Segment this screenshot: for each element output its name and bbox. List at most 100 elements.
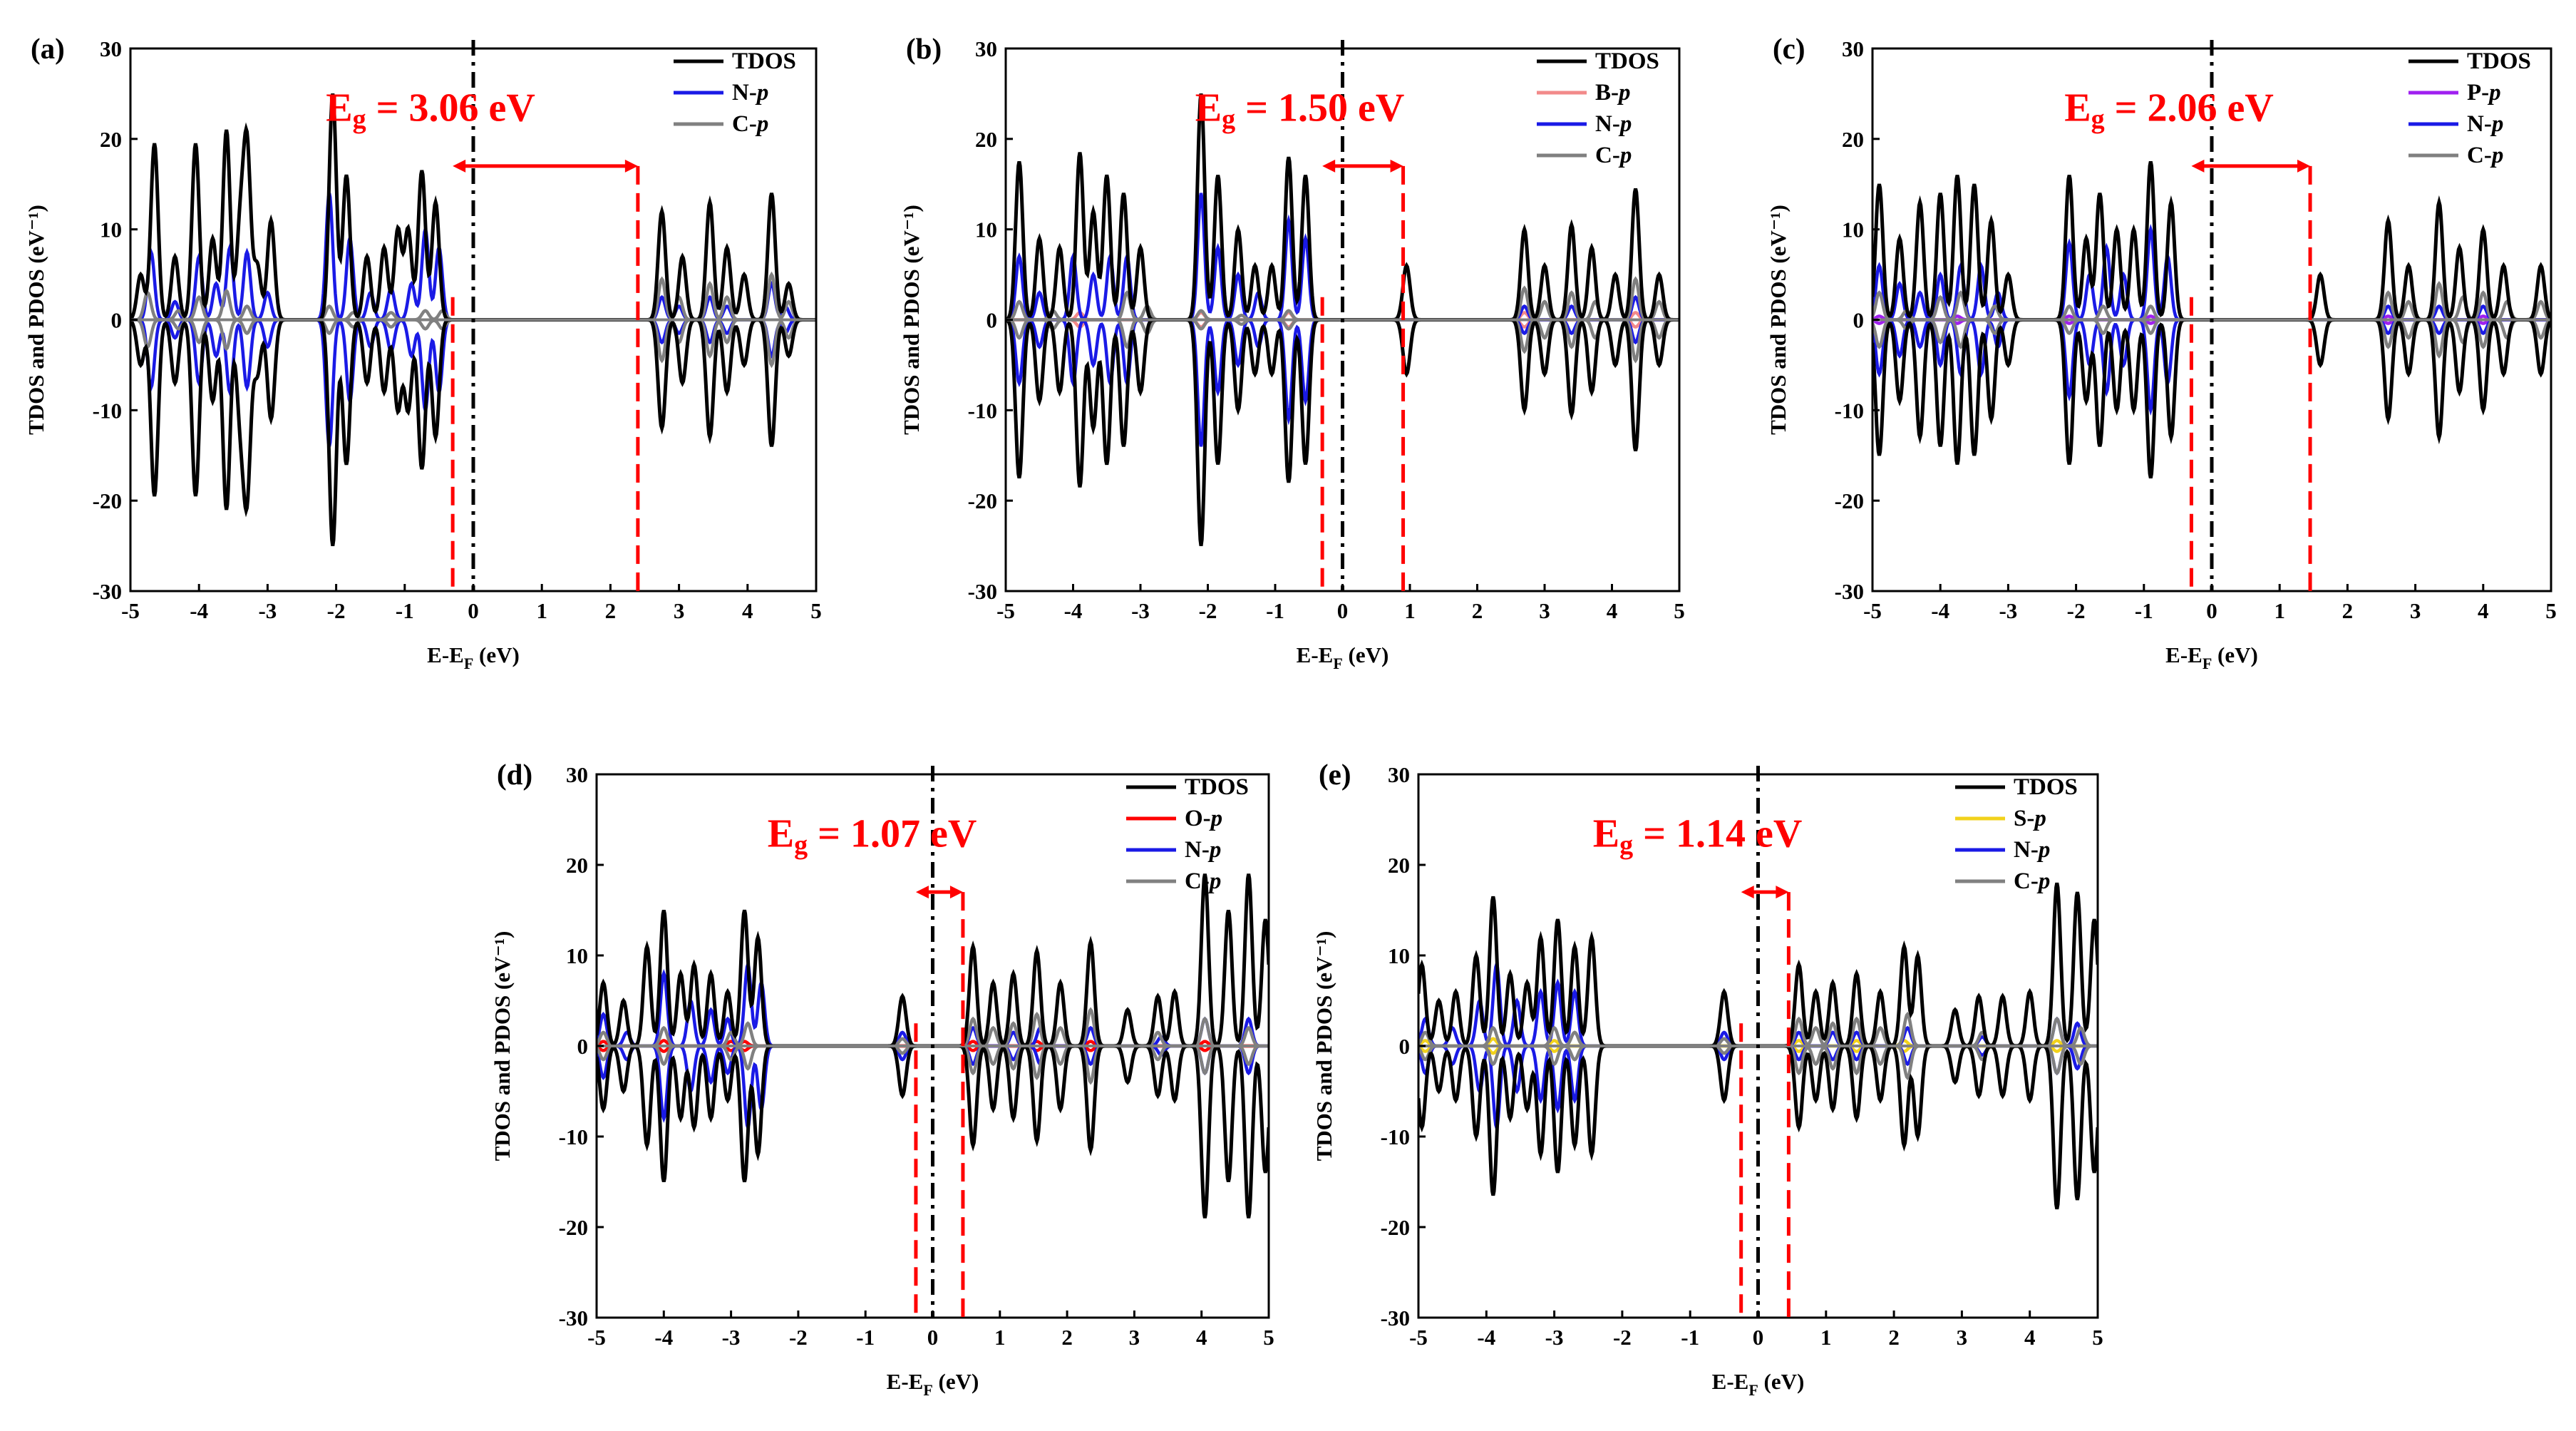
gap-arrow-head-right xyxy=(1776,886,1789,899)
x-tick-label: 3 xyxy=(2410,598,2421,623)
x-tick-label: 2 xyxy=(1472,598,1483,623)
x-tick-label: -1 xyxy=(2135,598,2153,623)
y-tick-label: -20 xyxy=(1381,1215,1410,1240)
legend-label-C-p: C-p xyxy=(1185,868,1221,894)
legend-label-TDOS: TDOS xyxy=(1185,774,1249,800)
y-tick-label: -30 xyxy=(1381,1306,1410,1330)
x-tick-label: -3 xyxy=(722,1325,741,1350)
y-tick-label: 30 xyxy=(100,36,122,61)
y-axis-title: TDOS and PDOS (eV⁻¹) xyxy=(899,205,924,435)
x-tick-label: -1 xyxy=(1266,598,1284,623)
y-tick-label: -20 xyxy=(1835,488,1864,513)
x-tick-label: 3 xyxy=(1957,1325,1968,1350)
band-gap-label: Eg = 2.06 eV xyxy=(2064,86,2274,134)
x-tick-label: -2 xyxy=(1199,598,1217,623)
y-tick-label: -30 xyxy=(1835,579,1864,604)
y-tick-label: -20 xyxy=(968,488,997,513)
legend-label-C-p: C-p xyxy=(2014,868,2050,894)
y-axis-title: TDOS and PDOS (eV⁻¹) xyxy=(24,205,48,435)
x-tick-label: 3 xyxy=(1539,598,1550,623)
x-tick-label: 0 xyxy=(1337,598,1349,623)
y-tick-label: 10 xyxy=(566,943,588,968)
y-tick-label: -20 xyxy=(93,488,122,513)
x-tick-label: 5 xyxy=(2092,1325,2103,1350)
gap-arrow-head-left xyxy=(1741,886,1754,899)
x-axis-title: E-EF (eV) xyxy=(2165,642,2258,672)
band-gap-label: Eg = 3.06 eV xyxy=(326,86,535,134)
x-axis-title: E-EF (eV) xyxy=(1712,1369,1805,1399)
x-tick-label: -2 xyxy=(2067,598,2086,623)
x-tick-label: 4 xyxy=(742,598,753,623)
legend-label-N-p: N-p xyxy=(1185,837,1221,863)
y-tick-label: 20 xyxy=(1388,853,1410,878)
legend-label-O-p: O-p xyxy=(1185,806,1222,831)
gap-arrow-head-left xyxy=(453,159,466,173)
panel-label: (a) xyxy=(31,32,65,65)
x-tick-label: 2 xyxy=(2342,598,2354,623)
band-gap-label: Eg = 1.14 eV xyxy=(1593,812,1803,861)
x-tick-label: 1 xyxy=(2274,598,2285,623)
x-axis-title: E-EF (eV) xyxy=(887,1369,979,1399)
y-tick-label: 30 xyxy=(1388,762,1410,787)
y-axis-title: TDOS and PDOS (eV⁻¹) xyxy=(1766,205,1791,435)
x-tick-label: 4 xyxy=(1607,598,1618,623)
legend-label-TDOS: TDOS xyxy=(2014,774,2078,800)
gap-arrow-head-left xyxy=(2191,159,2205,173)
x-tick-label: 2 xyxy=(1888,1325,1900,1350)
legend-label-TDOS: TDOS xyxy=(2467,48,2531,74)
x-tick-label: 5 xyxy=(1674,598,1685,623)
panel-label: (e) xyxy=(1319,758,1351,791)
y-tick-label: 30 xyxy=(1842,36,1864,61)
x-tick-label: -3 xyxy=(258,598,277,623)
x-tick-label: 1 xyxy=(1820,1325,1832,1350)
x-tick-label: 2 xyxy=(1061,1325,1073,1350)
legend-label-C-p: C-p xyxy=(2467,143,2503,168)
legend-label-P-p: P-p xyxy=(2467,80,2501,106)
gap-arrow-head-left xyxy=(1322,159,1336,173)
x-tick-label: -1 xyxy=(396,598,414,623)
x-axis-title: E-EF (eV) xyxy=(427,642,520,672)
x-tick-label: 4 xyxy=(2024,1325,2036,1350)
x-tick-label: -4 xyxy=(654,1325,673,1350)
x-tick-label: -5 xyxy=(996,598,1015,623)
x-tick-label: 4 xyxy=(2478,598,2489,623)
x-tick-label: 5 xyxy=(2545,598,2557,623)
y-tick-label: 20 xyxy=(566,853,588,878)
gap-arrow-head-right xyxy=(1390,159,1403,173)
legend-label-C-p: C-p xyxy=(732,111,768,137)
x-tick-label: 1 xyxy=(994,1325,1006,1350)
y-tick-label: -10 xyxy=(93,398,122,423)
y-tick-label: -30 xyxy=(968,579,997,604)
y-axis-title: TDOS and PDOS (eV⁻¹) xyxy=(1312,931,1336,1161)
legend-label-N-p: N-p xyxy=(2467,111,2503,137)
gap-arrow-head-right xyxy=(624,159,638,173)
gap-arrow-head-right xyxy=(949,886,963,899)
x-tick-label: -3 xyxy=(1131,598,1150,623)
gap-arrow-head-left xyxy=(915,886,929,899)
legend-label-N-p: N-p xyxy=(2014,837,2050,863)
y-tick-label: 30 xyxy=(566,762,588,787)
x-tick-label: -1 xyxy=(856,1325,875,1350)
gap-arrow-head-right xyxy=(2297,159,2311,173)
legend-label-B-p: B-p xyxy=(1595,80,1631,106)
y-tick-label: -10 xyxy=(968,398,997,423)
y-tick-label: -30 xyxy=(93,579,122,604)
x-tick-label: -3 xyxy=(1999,598,2017,623)
x-tick-label: -2 xyxy=(327,598,346,623)
y-tick-label: 20 xyxy=(1842,127,1864,152)
y-tick-label: 0 xyxy=(1399,1034,1411,1059)
x-tick-label: -2 xyxy=(1613,1325,1632,1350)
y-tick-label: 10 xyxy=(1842,217,1864,242)
y-tick-label: 0 xyxy=(1853,308,1865,333)
x-tick-label: -4 xyxy=(1931,598,1949,623)
x-tick-label: -5 xyxy=(587,1325,606,1350)
x-tick-label: -1 xyxy=(1681,1325,1699,1350)
y-tick-label: 0 xyxy=(111,308,123,333)
y-tick-label: 10 xyxy=(1388,943,1410,968)
y-tick-label: 30 xyxy=(975,36,997,61)
x-tick-label: 0 xyxy=(468,598,479,623)
x-tick-label: -4 xyxy=(1477,1325,1495,1350)
